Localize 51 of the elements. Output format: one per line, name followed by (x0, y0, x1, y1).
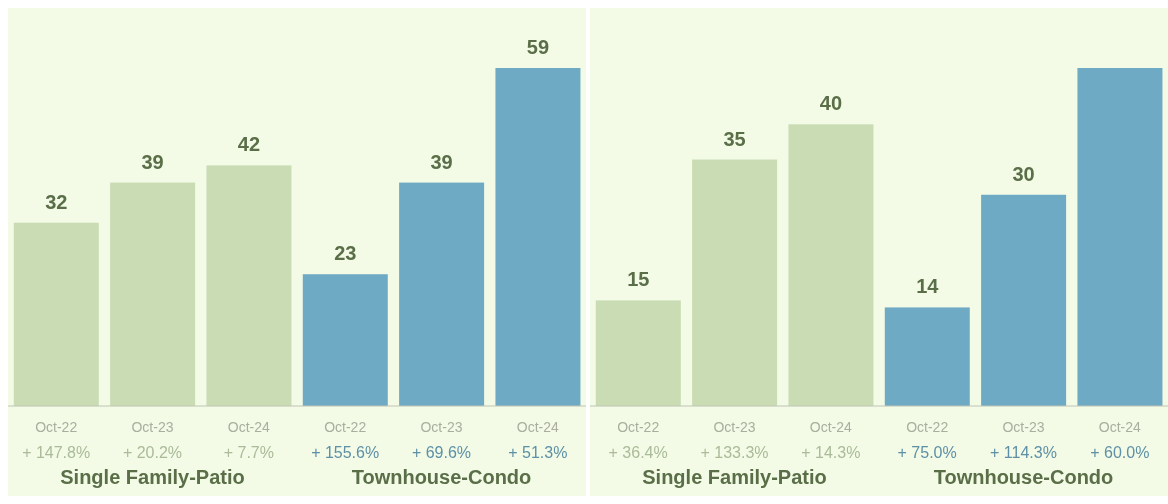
x-tick-label: Oct-23 (131, 419, 174, 435)
bar (595, 300, 681, 406)
bar (110, 182, 196, 406)
data-label: 23 (334, 242, 357, 265)
data-label: 40 (819, 92, 843, 115)
bar (206, 165, 292, 406)
data-label: 42 (237, 133, 261, 156)
text: + 7.7% (223, 444, 274, 461)
data-label: 39 (430, 150, 453, 173)
x-tick-label: Oct-24 (809, 419, 853, 435)
text: Single Family-Patio (59, 466, 246, 489)
x-tick-label: Oct-24 (227, 419, 271, 435)
text: + 75.0% (897, 444, 957, 461)
data-label: 15 (627, 268, 650, 291)
x-tick-label: Oct-22 (324, 419, 367, 435)
data-label: 32 (45, 190, 68, 213)
bar (495, 68, 581, 406)
bar (692, 159, 778, 406)
bar (788, 124, 874, 406)
data-label: 14 (916, 275, 940, 298)
text: + 51.3% (508, 444, 568, 461)
bar (981, 194, 1067, 406)
text: Townhouse-Condo (350, 466, 533, 489)
text: Single Family-Patio (641, 466, 828, 489)
text: + 147.8% (22, 444, 91, 461)
text: + 69.6% (411, 444, 472, 461)
bar (399, 182, 485, 406)
text: + 114.3% (990, 444, 1057, 461)
x-tick-label: Oct-24 (516, 419, 560, 435)
data-label: 39 (141, 150, 164, 173)
bar (884, 307, 970, 406)
text: + 14.3% (801, 444, 861, 461)
bar (13, 222, 99, 406)
text: + 155.6% (311, 444, 380, 461)
data-label: 30 (1012, 162, 1035, 185)
x-tick-label: Oct-23 (1002, 419, 1045, 435)
text: + 20.2% (122, 444, 183, 461)
x-tick-label: Oct-24 (1098, 419, 1142, 435)
x-tick-label: Oct-22 (617, 419, 660, 435)
x-tick-label: Oct-22 (35, 419, 78, 435)
data-label: 59 (526, 36, 550, 58)
text: + 60.0% (1090, 444, 1150, 461)
bar (302, 274, 388, 406)
text: Townhouse-Condo (932, 466, 1115, 489)
x-tick-label: Oct-23 (713, 419, 756, 435)
data-label: 35 (723, 127, 746, 150)
text: + 133.3% (700, 444, 769, 461)
bar (1077, 68, 1163, 406)
text: + 36.4% (608, 444, 668, 461)
x-tick-label: Oct-23 (420, 419, 463, 435)
x-tick-label: Oct-22 (906, 419, 949, 435)
